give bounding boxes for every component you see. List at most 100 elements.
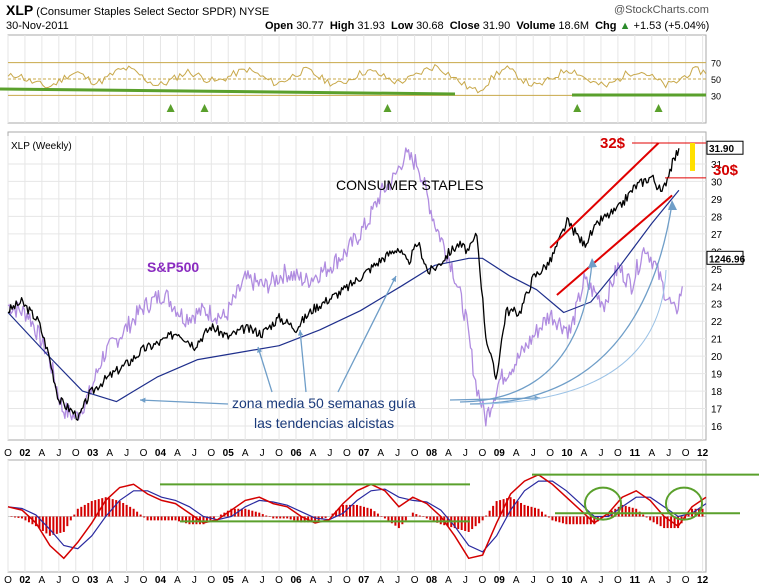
y-tick-label: 25 bbox=[711, 265, 723, 276]
macd-circle-1 bbox=[584, 486, 622, 521]
x-tick-label: J bbox=[124, 575, 129, 586]
price-highlight bbox=[690, 142, 695, 171]
x-tick-label: J bbox=[327, 575, 332, 586]
ticker-name: (Consumer Staples Select Sector SPDR) bbox=[36, 6, 237, 18]
rsi-signal-arrow-icon bbox=[573, 104, 582, 112]
x-tick-label: 10 bbox=[562, 575, 574, 586]
sp500-label: S&P500 bbox=[147, 259, 199, 275]
x-tick-label: 08 bbox=[426, 448, 438, 459]
x-tick-label: J bbox=[56, 448, 61, 459]
arrow-2007 bbox=[337, 275, 397, 393]
open-value: 30.77 bbox=[296, 20, 324, 32]
x-tick-label: 11 bbox=[630, 575, 641, 586]
x-tick-label: O bbox=[546, 575, 554, 586]
x-tick-label: O bbox=[4, 575, 12, 586]
x-tick-label: A bbox=[174, 575, 181, 586]
low-value: 30.68 bbox=[416, 20, 444, 32]
arrow-2003-head bbox=[140, 397, 146, 403]
x-tick-label: 02 bbox=[19, 575, 31, 586]
close-label: Close bbox=[449, 20, 480, 32]
x-tick-label: J bbox=[598, 575, 603, 586]
axis-layer: OO0202AAJJOO0303AAJJOO0404AAJJOO0505AAJJ… bbox=[4, 59, 745, 586]
rsi-line bbox=[7, 63, 707, 94]
annotation-line-2: las tendencias alcistas bbox=[254, 415, 394, 431]
rsi-tick-label: 70 bbox=[711, 59, 721, 69]
open-label: Open bbox=[265, 20, 294, 32]
x-tick-label: 12 bbox=[697, 448, 709, 459]
y-tick-label: 23 bbox=[711, 300, 723, 311]
x-tick-label: A bbox=[513, 448, 520, 459]
brand: @StockCharts.com bbox=[614, 4, 709, 16]
x-tick-label: A bbox=[513, 575, 520, 586]
grid bbox=[7, 35, 706, 572]
rsi-tick-label: 50 bbox=[711, 75, 721, 85]
x-tick-label: 04 bbox=[155, 575, 167, 586]
y-tick-label: 22 bbox=[711, 317, 723, 328]
spx-value-label-box bbox=[706, 250, 744, 265]
ma50-line bbox=[7, 189, 680, 403]
x-tick-label: O bbox=[275, 575, 283, 586]
rsi-signal-arrow-icon bbox=[200, 104, 209, 112]
x-tick-label: O bbox=[682, 575, 690, 586]
arrow-2007-head bbox=[391, 276, 396, 282]
macd-signal-line bbox=[7, 480, 707, 553]
rsi-support-line-1 bbox=[0, 87, 456, 96]
arrow-2005 bbox=[257, 346, 273, 393]
x-tick-label: 04 bbox=[155, 448, 167, 459]
target-32-label: 32$ bbox=[600, 135, 626, 152]
x-tick-label: J bbox=[124, 448, 129, 459]
x-tick-label: A bbox=[581, 575, 588, 586]
x-tick-label: O bbox=[275, 448, 283, 459]
x-tick-label: A bbox=[445, 575, 452, 586]
x-tick-label: 09 bbox=[494, 448, 506, 459]
x-tick-label: O bbox=[682, 448, 690, 459]
x-tick-label: 02 bbox=[19, 448, 31, 459]
chg-label: Chg bbox=[595, 20, 617, 32]
rsi-signal-arrow-icon bbox=[383, 104, 392, 112]
spx-value-label: 1246.96 bbox=[709, 254, 746, 265]
y-tick-label: 19 bbox=[711, 370, 723, 381]
x-tick-label: O bbox=[343, 575, 351, 586]
x-tick-label: 03 bbox=[87, 448, 99, 459]
x-tick-label: A bbox=[174, 448, 181, 459]
x-tick-label: J bbox=[56, 575, 61, 586]
close-value: 31.90 bbox=[482, 20, 511, 32]
x-tick-label: O bbox=[343, 448, 351, 459]
volume-label: Volume bbox=[516, 20, 556, 32]
y-tick-label: 31 bbox=[711, 160, 723, 171]
arrow-2003 bbox=[139, 399, 229, 405]
macd-layer bbox=[7, 473, 759, 560]
x-tick-label: A bbox=[581, 448, 588, 459]
high-label: High bbox=[329, 20, 355, 32]
y-tick-label: 30 bbox=[711, 177, 723, 188]
annotation-line-1: zona media 50 semanas guía bbox=[232, 395, 416, 411]
x-tick-label: J bbox=[327, 448, 332, 459]
x-tick-label: A bbox=[377, 575, 384, 586]
channel-upper-line bbox=[549, 142, 660, 249]
x-tick-label: J bbox=[598, 448, 603, 459]
arrow-2006 bbox=[299, 329, 307, 393]
x-tick-label: O bbox=[72, 575, 80, 586]
x-tick-label: A bbox=[106, 448, 113, 459]
volume-value: 18.6M bbox=[558, 20, 589, 32]
x-tick-label: O bbox=[614, 575, 622, 586]
x-tick-label: A bbox=[242, 448, 249, 459]
x-tick-label: 12 bbox=[697, 575, 709, 586]
x-tick-label: A bbox=[445, 448, 452, 459]
x-tick-label: 07 bbox=[358, 575, 370, 586]
spx-line bbox=[7, 147, 683, 427]
x-tick-label: 06 bbox=[290, 448, 302, 459]
x-tick-label: J bbox=[260, 575, 265, 586]
x-tick-label: A bbox=[377, 448, 384, 459]
x-tick-label: J bbox=[531, 448, 536, 459]
arc-2010 bbox=[459, 261, 593, 403]
x-tick-label: A bbox=[39, 448, 46, 459]
chg-arrow-icon: ▲ bbox=[619, 20, 631, 32]
high-value: 31.93 bbox=[357, 20, 385, 32]
y-tick-label: 24 bbox=[711, 282, 723, 293]
x-tick-label: A bbox=[310, 448, 317, 459]
x-tick-label: A bbox=[242, 575, 249, 586]
chart-date: 30-Nov-2011 bbox=[6, 20, 69, 32]
x-tick-label: J bbox=[395, 575, 400, 586]
y-tick-label: 27 bbox=[711, 230, 723, 241]
